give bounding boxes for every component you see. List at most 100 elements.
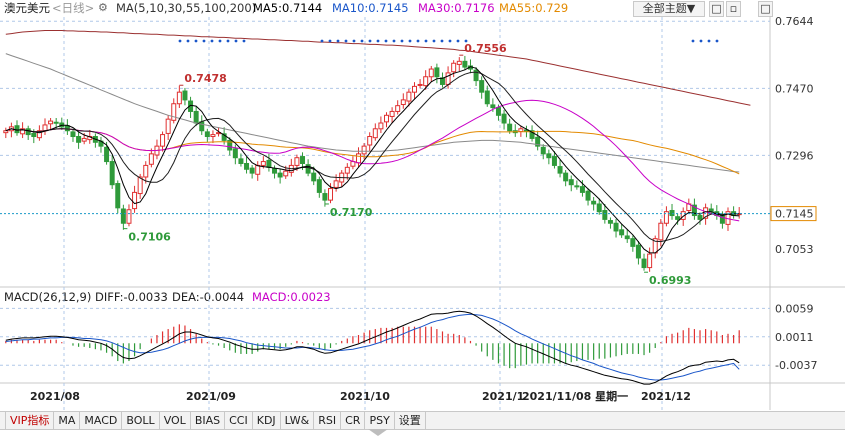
candle[interactable] (300, 156, 306, 164)
candle[interactable] (255, 164, 261, 175)
candle[interactable] (42, 124, 48, 132)
candle[interactable] (171, 103, 177, 121)
theme-dropdown[interactable]: 全部主题▼ (633, 1, 705, 17)
candle[interactable] (294, 157, 300, 166)
candle[interactable] (462, 60, 468, 68)
candle[interactable] (31, 132, 37, 138)
candle[interactable] (176, 91, 182, 105)
candle[interactable] (76, 136, 82, 143)
candle[interactable] (596, 203, 602, 213)
candle[interactable] (568, 179, 574, 186)
candle[interactable] (210, 134, 216, 138)
candle[interactable] (473, 69, 479, 82)
candle[interactable] (367, 136, 373, 146)
candle[interactable] (260, 161, 266, 166)
candle[interactable] (238, 158, 244, 164)
candle[interactable] (244, 162, 250, 170)
candle[interactable] (518, 128, 524, 132)
candle[interactable] (641, 258, 647, 269)
candle[interactable] (64, 125, 70, 132)
candle[interactable] (378, 122, 384, 130)
candle[interactable] (479, 80, 485, 93)
candle[interactable] (501, 113, 507, 124)
candle[interactable] (333, 180, 339, 188)
candle[interactable] (551, 156, 557, 166)
tab-kdj[interactable]: KDJ (253, 412, 281, 429)
candle[interactable] (182, 90, 188, 101)
candle[interactable] (356, 153, 362, 164)
candle[interactable] (669, 210, 675, 217)
candle[interactable] (311, 172, 317, 182)
candle[interactable] (204, 131, 210, 138)
candle[interactable] (305, 164, 311, 174)
candle[interactable] (495, 107, 501, 116)
candle[interactable] (120, 208, 126, 224)
candle[interactable] (3, 130, 9, 134)
candle[interactable] (423, 76, 429, 87)
candle[interactable] (104, 146, 110, 163)
candle[interactable] (411, 85, 417, 93)
candle[interactable] (115, 183, 121, 209)
ma-params[interactable]: MA(5,10,30,55,100,200) (116, 1, 257, 15)
candle[interactable] (395, 105, 401, 112)
tab-psy[interactable]: PSY (365, 412, 395, 429)
candle[interactable] (557, 166, 563, 174)
candle[interactable] (272, 168, 278, 174)
candle[interactable] (445, 72, 451, 85)
tab-boll[interactable]: BOLL (122, 412, 160, 429)
candle[interactable] (613, 222, 619, 232)
candle[interactable] (283, 170, 289, 177)
candle[interactable] (316, 179, 322, 193)
candle[interactable] (132, 191, 138, 210)
tab-macd[interactable]: MACD (80, 412, 123, 429)
candle[interactable] (277, 172, 283, 178)
candle[interactable] (697, 215, 703, 220)
candle[interactable] (563, 172, 569, 182)
chevron-down-icon[interactable] (368, 429, 388, 436)
candle[interactable] (591, 200, 597, 205)
candle[interactable] (25, 128, 31, 136)
candle[interactable] (249, 167, 255, 174)
candle[interactable] (137, 176, 143, 195)
tab-vol[interactable]: VOL (160, 412, 191, 429)
candle[interactable] (663, 211, 669, 224)
candle[interactable] (635, 244, 641, 259)
restore-icon[interactable]: □ (709, 1, 724, 17)
tab-vip[interactable]: VIP指标 (6, 412, 55, 429)
candle[interactable] (535, 136, 541, 147)
candle[interactable] (20, 128, 26, 135)
candle[interactable] (607, 220, 613, 224)
candle[interactable] (456, 60, 462, 65)
candle[interactable] (36, 130, 42, 139)
maximize-icon[interactable]: ▫ (726, 1, 741, 17)
candle[interactable] (658, 222, 664, 241)
candle[interactable] (383, 114, 389, 123)
candle[interactable] (232, 148, 238, 159)
window-icon[interactable]: □ (758, 1, 773, 17)
candle[interactable] (160, 134, 166, 147)
tab-ma[interactable]: MA (54, 412, 81, 429)
gear-icon[interactable]: ⚙ (98, 1, 108, 14)
tab-cci[interactable]: CCI (225, 412, 253, 429)
candle[interactable] (579, 186, 585, 193)
candle[interactable] (199, 121, 205, 132)
candle[interactable] (630, 238, 636, 247)
candle[interactable] (143, 164, 149, 178)
candle[interactable] (540, 146, 546, 155)
candle[interactable] (148, 153, 154, 165)
candle[interactable] (400, 99, 406, 106)
candle[interactable] (328, 188, 334, 201)
tab-lw[interactable]: LW& (281, 412, 315, 429)
candle[interactable] (406, 91, 412, 102)
candle[interactable] (389, 110, 395, 117)
candle[interactable] (428, 68, 434, 78)
candle[interactable] (70, 131, 76, 138)
candle[interactable] (227, 139, 233, 151)
period-label[interactable]: <日线> (52, 1, 95, 15)
candle[interactable] (344, 166, 350, 174)
candle[interactable] (451, 62, 457, 73)
candle[interactable] (434, 67, 440, 78)
candle[interactable] (266, 159, 272, 168)
candle[interactable] (48, 120, 54, 125)
candle[interactable] (14, 125, 20, 134)
